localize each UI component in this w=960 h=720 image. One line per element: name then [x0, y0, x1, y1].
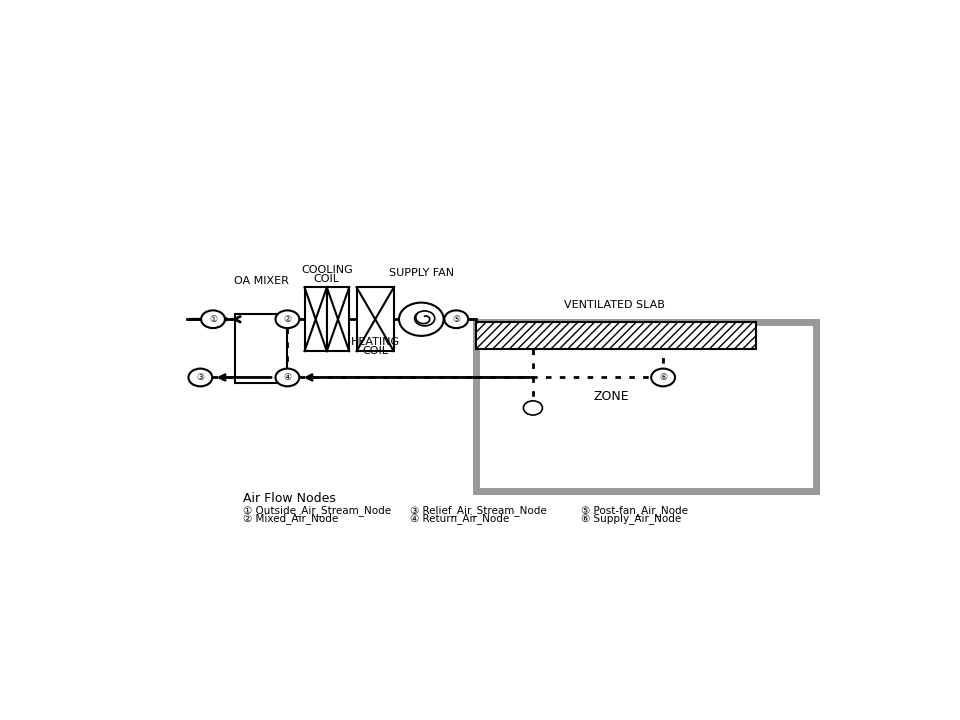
Circle shape	[188, 369, 212, 387]
Circle shape	[651, 369, 675, 387]
Circle shape	[523, 401, 542, 415]
Circle shape	[276, 310, 300, 328]
Text: ①: ①	[209, 315, 217, 324]
Text: COIL: COIL	[314, 274, 340, 284]
Text: HEATING: HEATING	[350, 337, 399, 347]
Bar	[304, 287, 326, 351]
Circle shape	[399, 302, 444, 336]
Circle shape	[444, 310, 468, 328]
Circle shape	[276, 369, 300, 387]
Text: COOLING: COOLING	[300, 265, 352, 275]
Text: ⑤: ⑤	[452, 315, 461, 324]
Text: ④: ④	[283, 373, 292, 382]
Bar	[475, 322, 816, 491]
Bar	[235, 314, 287, 383]
Text: ③ Relief_Air_Stream_Node: ③ Relief_Air_Stream_Node	[410, 505, 547, 516]
Text: ① Outside_Air_Stream_Node: ① Outside_Air_Stream_Node	[243, 505, 391, 516]
Bar	[326, 287, 349, 351]
Text: SUPPLY FAN: SUPPLY FAN	[389, 268, 454, 278]
Text: ②: ②	[283, 315, 292, 324]
Text: VENTILATED SLAB: VENTILATED SLAB	[564, 300, 665, 310]
Text: ④ Return_Air_Node: ④ Return_Air_Node	[410, 513, 510, 524]
Circle shape	[201, 310, 225, 328]
Text: COIL: COIL	[362, 346, 388, 356]
Bar	[475, 322, 756, 348]
Text: ⑥ Supply_Air_Node: ⑥ Supply_Air_Node	[581, 513, 682, 524]
Text: ③: ③	[196, 373, 204, 382]
Text: ⑤ Post-fan_Air_Node: ⑤ Post-fan_Air_Node	[581, 505, 688, 516]
Text: Air Flow Nodes: Air Flow Nodes	[243, 492, 336, 505]
Text: ZONE: ZONE	[593, 390, 629, 403]
Text: ② Mixed_Air_Node: ② Mixed_Air_Node	[243, 513, 338, 524]
Text: ⑥: ⑥	[660, 373, 667, 382]
Bar	[356, 287, 394, 351]
Text: OA MIXER: OA MIXER	[234, 276, 289, 286]
